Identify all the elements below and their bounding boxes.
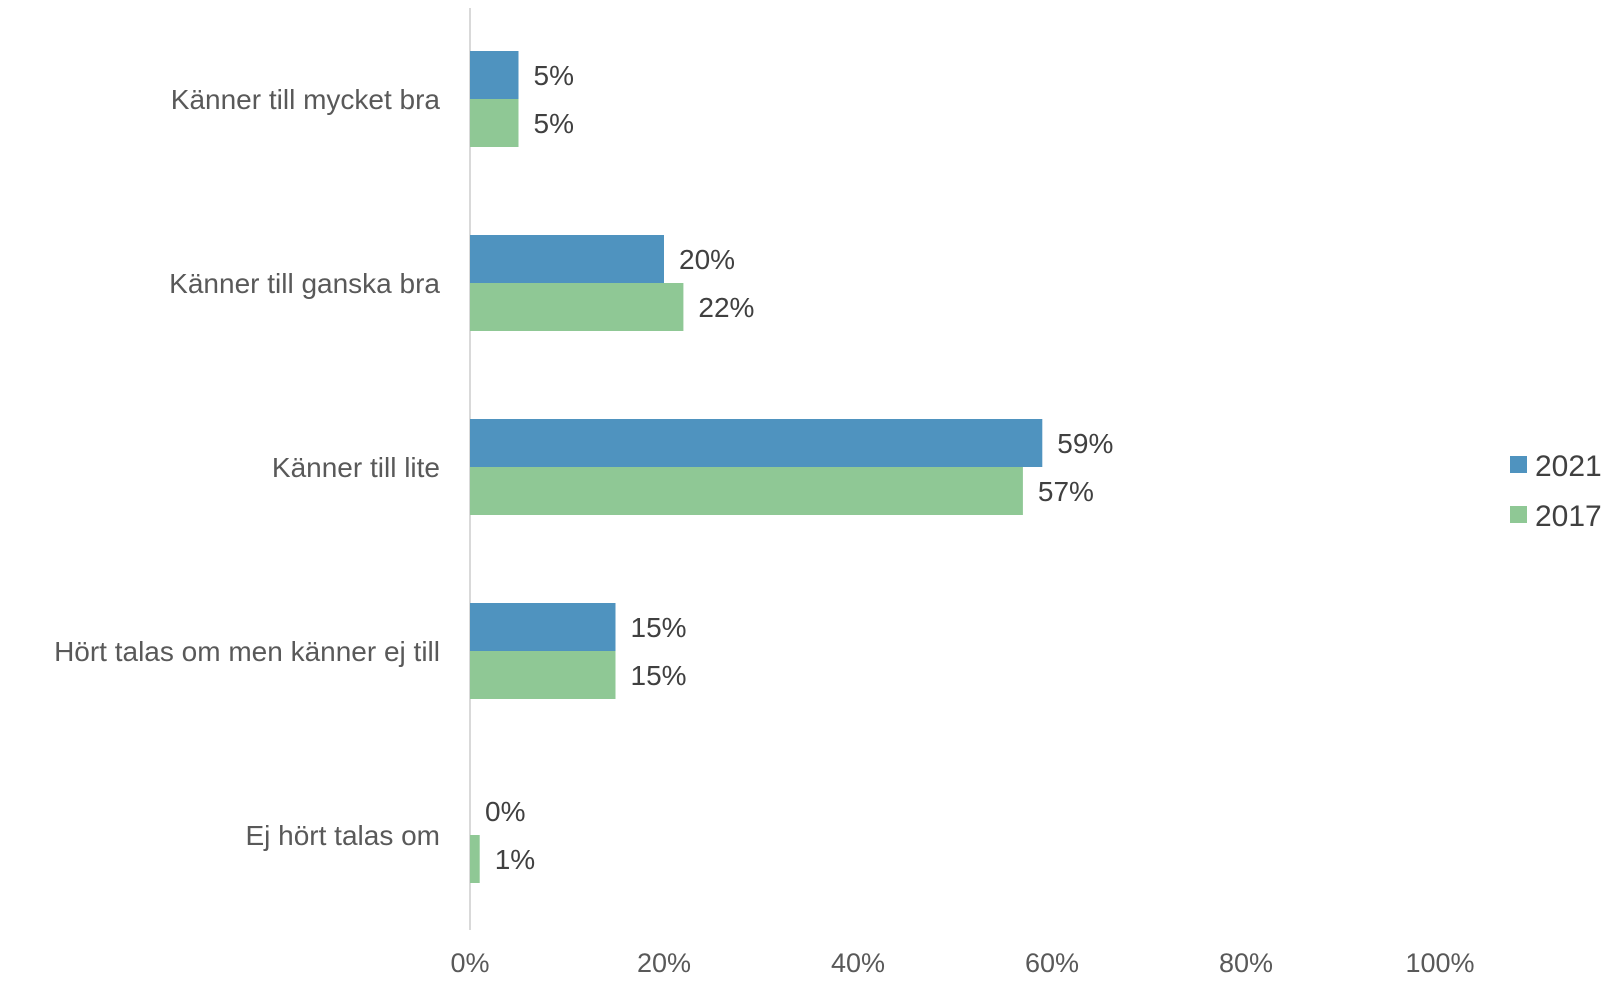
bar-2017-4: [470, 835, 480, 883]
x-tick-label: 80%: [1219, 948, 1273, 978]
x-tick-label: 0%: [450, 948, 489, 978]
bars-group: [470, 51, 1043, 883]
data-label-2017-2: 57%: [1038, 476, 1094, 507]
data-labels: 5% 5% 20% 22% 59% 57% 15% 15% 0% 1%: [485, 60, 1113, 875]
x-tick-label: 100%: [1405, 948, 1474, 978]
data-label-2021-4: 0%: [485, 796, 525, 827]
bar-2021-2: [470, 419, 1043, 467]
legend: 2021 2017: [1510, 450, 1602, 533]
category-label: Känner till ganska bra: [169, 268, 440, 299]
bar-2017-2: [470, 467, 1023, 515]
category-label: Känner till mycket bra: [171, 84, 441, 115]
x-tick-labels: 0% 20% 40% 60% 80% 100%: [450, 948, 1474, 978]
legend-label-2017: 2017: [1535, 500, 1602, 533]
x-tick-label: 20%: [637, 948, 691, 978]
bar-2017-1: [470, 283, 684, 331]
data-label-2021-3: 15%: [631, 612, 687, 643]
bar-2021-0: [470, 51, 519, 99]
data-label-2017-0: 5%: [534, 108, 574, 139]
category-label: Ej hört talas om: [245, 820, 440, 851]
legend-swatch-2017: [1510, 506, 1527, 523]
legend-swatch-2021: [1510, 456, 1527, 473]
legend-label-2021: 2021: [1535, 450, 1602, 483]
data-label-2017-4: 1%: [495, 844, 535, 875]
bar-2017-3: [470, 651, 616, 699]
category-label: Hört talas om men känner ej till: [54, 636, 440, 667]
x-tick-label: 40%: [831, 948, 885, 978]
data-label-2021-2: 59%: [1057, 428, 1113, 459]
data-label-2021-1: 20%: [679, 244, 735, 275]
data-label-2017-1: 22%: [698, 292, 754, 323]
bar-2021-3: [470, 603, 616, 651]
data-label-2021-0: 5%: [534, 60, 574, 91]
category-label: Känner till lite: [272, 452, 440, 483]
x-tick-label: 60%: [1025, 948, 1079, 978]
category-labels: Känner till mycket bra Känner till ganska…: [54, 84, 440, 851]
data-label-2017-3: 15%: [631, 660, 687, 691]
bar-2017-0: [470, 99, 519, 147]
bar-2021-1: [470, 235, 664, 283]
